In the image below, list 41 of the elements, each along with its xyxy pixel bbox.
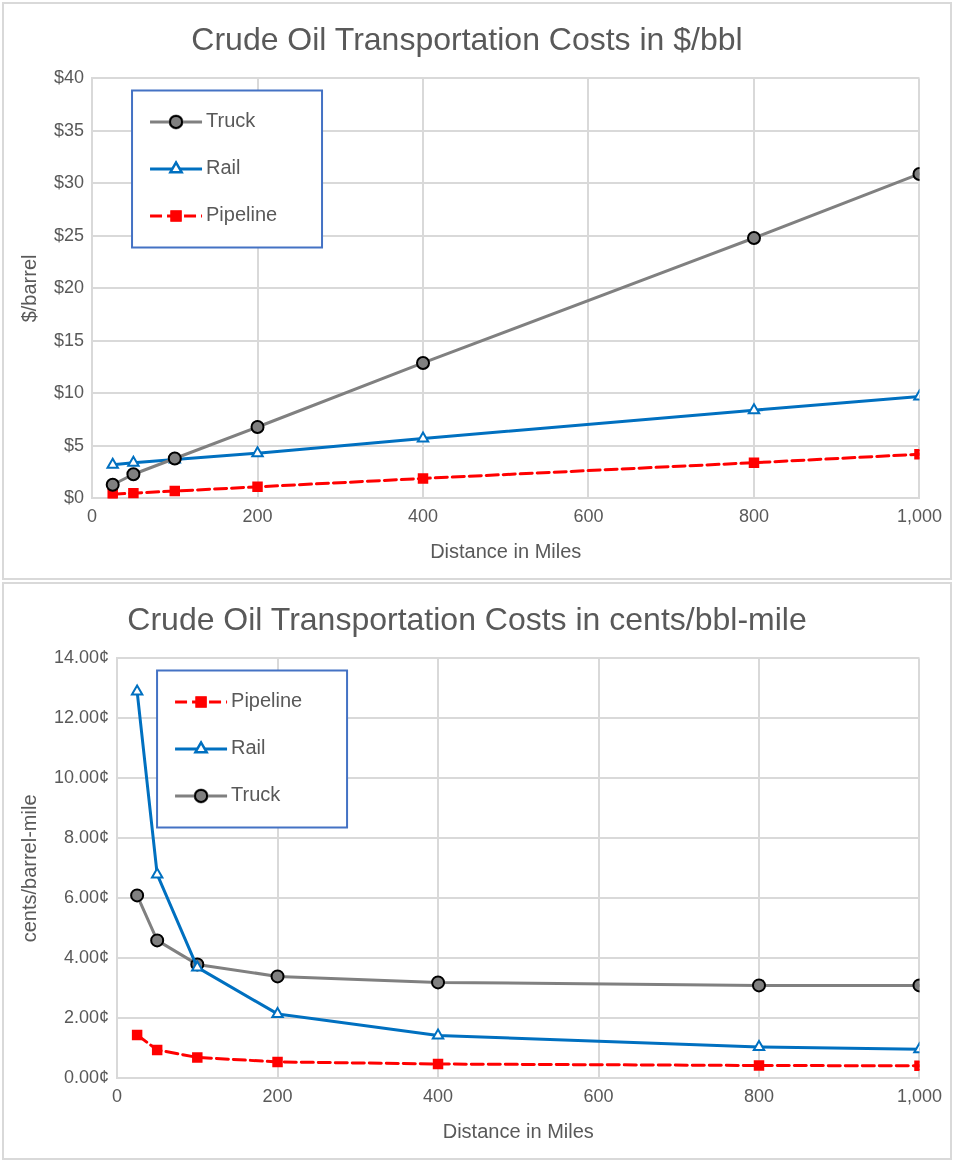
x-tick-label: 800: [743, 1086, 775, 1107]
y-tick-label: 2.00¢: [64, 1007, 110, 1028]
y-tick-label: 10.00¢: [53, 767, 110, 788]
x-tick-label: 200: [262, 1086, 293, 1107]
y-tick-label: $20: [53, 277, 85, 298]
chart-title: Crude Oil Transportation Costs in cents/bbl-mile: [127, 601, 807, 638]
chart-title: Crude Oil Transportation Costs in $/bbl: [191, 21, 743, 58]
x-tick-label: 800: [738, 506, 770, 527]
y-tick-label: $30: [53, 172, 85, 193]
x-tick-label: 1,000: [896, 1086, 942, 1107]
y-tick-label: $25: [53, 224, 85, 245]
x-tick-label: 400: [423, 1086, 454, 1107]
y-tick-label: 12.00¢: [53, 707, 110, 728]
legend-label: Pipeline: [206, 203, 278, 226]
y-tick-label: $5: [64, 434, 85, 455]
y-axis-title: $/barrel: [17, 254, 40, 323]
x-tick-label: 1,000: [896, 506, 942, 527]
x-tick-label: 400: [407, 506, 439, 527]
x-axis-title: Distance in Miles: [442, 1119, 594, 1142]
x-tick-label: 600: [573, 506, 604, 527]
x-tick-label: 600: [583, 1086, 614, 1107]
x-tick-label: 200: [242, 506, 273, 527]
y-axis-title: cents/barrel-mile: [17, 794, 40, 943]
y-tick-label: $10: [53, 382, 85, 403]
y-tick-label: 0.00¢: [64, 1067, 110, 1088]
y-tick-label: $40: [53, 67, 85, 88]
y-tick-label: 8.00¢: [64, 827, 110, 848]
legend-label: Truck: [231, 783, 282, 806]
x-tick-label: 0: [112, 1086, 123, 1107]
y-tick-label: $35: [53, 119, 85, 140]
y-tick-label: 6.00¢: [64, 887, 110, 908]
y-tick-label: 4.00¢: [64, 947, 110, 968]
legend-label: Rail: [231, 736, 266, 759]
legend-label: Rail: [206, 156, 241, 179]
x-tick-label: 0: [87, 506, 98, 527]
y-tick-label: $0: [64, 487, 85, 508]
legend-label: Pipeline: [231, 689, 303, 712]
y-tick-label: 14.00¢: [53, 647, 110, 668]
y-tick-label: $15: [53, 329, 85, 350]
x-axis-title: Distance in Miles: [430, 539, 582, 562]
legend-label: Truck: [206, 109, 257, 132]
